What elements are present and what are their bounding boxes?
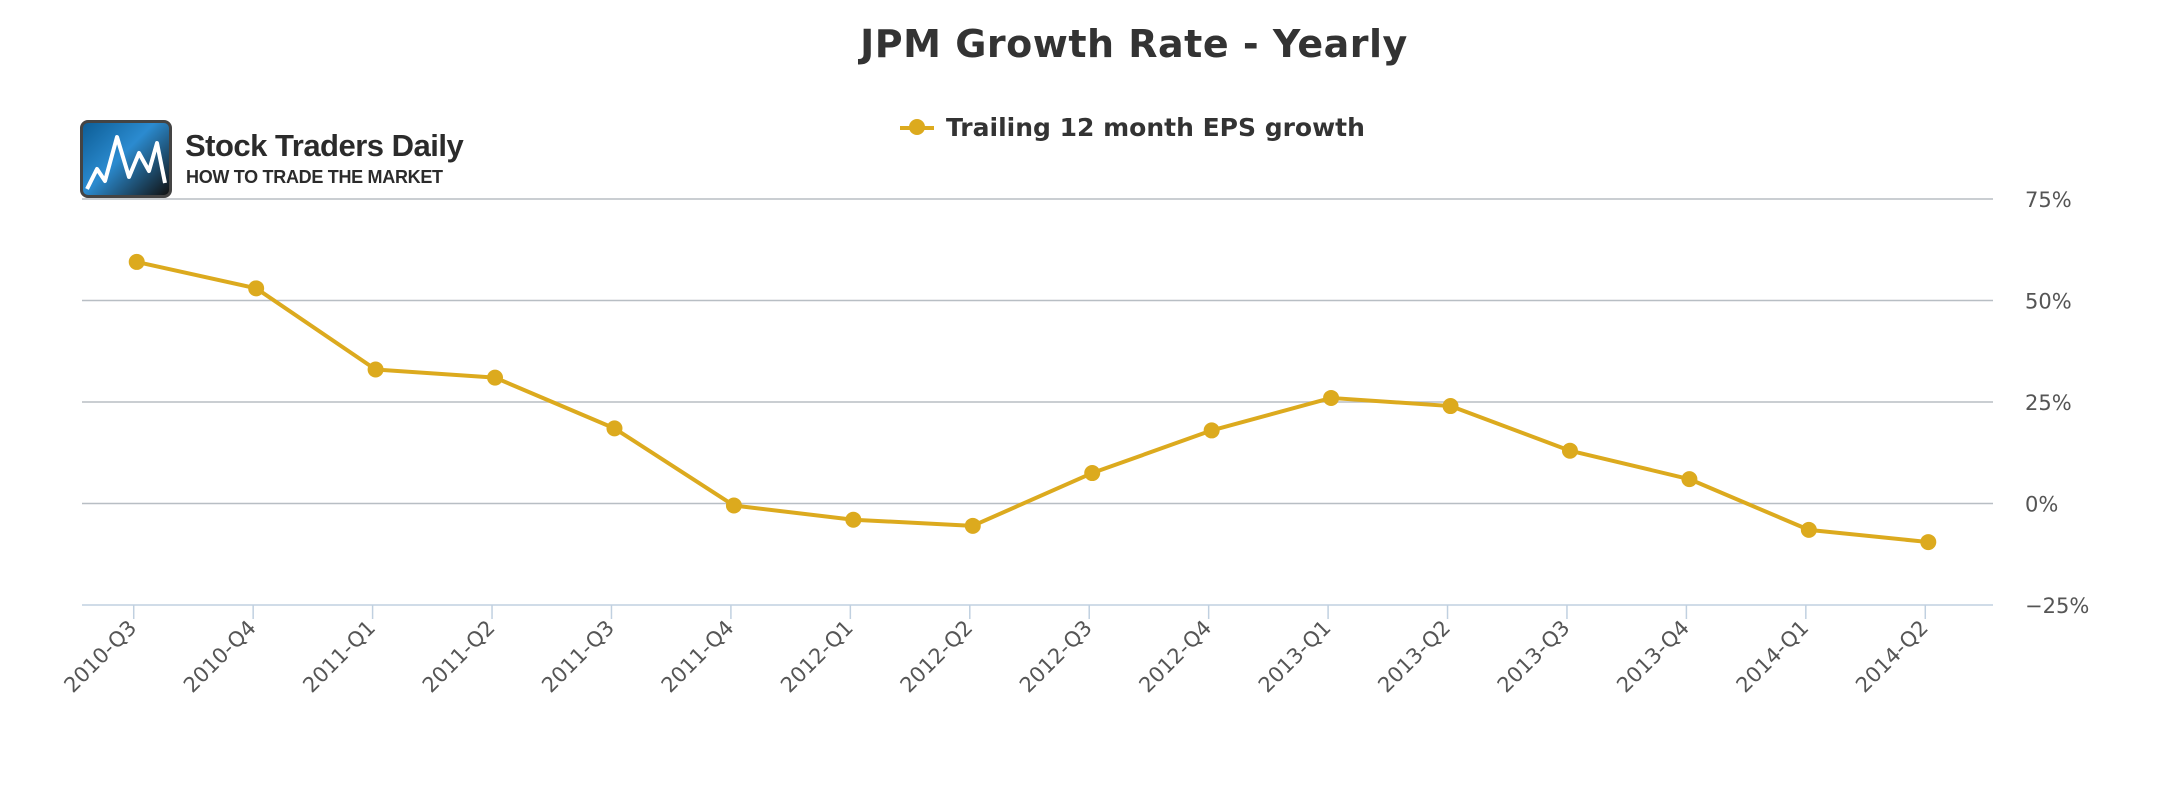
grid-layer	[82, 198, 1993, 505]
x-tick-label: 2011-Q4	[657, 616, 739, 698]
x-tick-label: 2012-Q1	[776, 616, 858, 698]
x-tick-label: 2012-Q2	[896, 616, 978, 698]
data-point[interactable]	[1442, 398, 1459, 415]
legend-label: Trailing 12 month EPS growth	[946, 112, 1365, 142]
x-tick-label: 2013-Q1	[1254, 616, 1336, 698]
data-point[interactable]	[845, 511, 862, 528]
data-point[interactable]	[248, 280, 265, 297]
y-tick-label: 50%	[2025, 290, 2072, 314]
x-tick-label: 2011-Q2	[418, 616, 500, 698]
data-point[interactable]	[1681, 471, 1698, 488]
data-point[interactable]	[128, 253, 145, 270]
x-tick-label: 2014-Q1	[1732, 616, 1814, 698]
x-tick-label: 2011-Q3	[537, 616, 619, 698]
series-layer	[128, 253, 1937, 551]
logo-chart-icon	[80, 120, 172, 198]
legend-swatch	[900, 110, 934, 144]
data-point[interactable]	[487, 369, 504, 386]
data-point[interactable]	[1203, 422, 1220, 439]
x-tick-label: 2010-Q4	[179, 616, 261, 698]
data-point[interactable]	[1920, 534, 1937, 551]
y-tick-label: 75%	[2025, 188, 2072, 212]
data-point[interactable]	[1561, 442, 1578, 459]
x-axis: 2010-Q3 2010-Q4 2011-Q1 2011-Q2 2011-Q3 2011-…	[59, 604, 1993, 698]
data-point[interactable]	[964, 517, 981, 534]
data-point[interactable]	[725, 497, 742, 514]
x-tick-label: 2010-Q3	[59, 616, 141, 698]
y-tick-label: −25%	[2025, 594, 2089, 618]
y-tick-label: 0%	[2025, 493, 2058, 517]
x-tick-label: 2014-Q2	[1851, 616, 1933, 698]
logo-name: Stock Traders Daily	[185, 128, 464, 163]
x-tick-label: 2013-Q2	[1373, 616, 1455, 698]
chart-title: JPM Growth Rate - Yearly	[860, 22, 1408, 66]
data-point[interactable]	[367, 361, 384, 378]
data-point[interactable]	[1800, 521, 1817, 538]
data-point[interactable]	[1323, 389, 1340, 406]
series-line	[136, 259, 1929, 545]
logo-tagline: HOW TO TRADE THE MARKET	[186, 167, 443, 187]
logo-zigzag-icon	[85, 135, 167, 190]
data-point[interactable]	[1084, 465, 1101, 482]
data-point[interactable]	[606, 420, 623, 437]
legend-swatch-dot	[909, 119, 925, 135]
x-tick-label: 2011-Q1	[298, 616, 380, 698]
x-tick-label: 2012-Q4	[1134, 616, 1216, 698]
x-tick-label: 2013-Q4	[1612, 616, 1694, 698]
legend[interactable]: Trailing 12 month EPS growth	[900, 110, 1365, 144]
y-axis: 75% 50% 25% 0% −25%	[2025, 188, 2089, 618]
y-tick-label: 25%	[2025, 391, 2072, 415]
x-tick-label: 2012-Q3	[1015, 616, 1097, 698]
x-tick-label: 2013-Q3	[1493, 616, 1575, 698]
logo: Stock Traders Daily HOW TO TRADE THE MAR…	[80, 120, 480, 200]
